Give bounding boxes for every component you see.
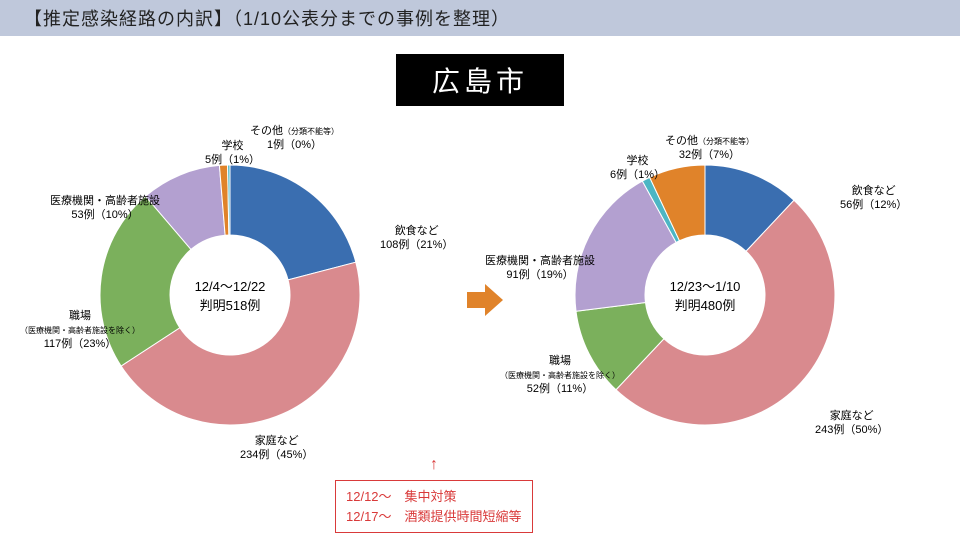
city-title: 広島市 bbox=[396, 54, 564, 106]
slice-label: 職場（医療機関・高齢者施設を除く）52例（11%） bbox=[500, 355, 620, 396]
slice-label: 家庭など234例（45%） bbox=[240, 435, 313, 463]
slice-label: 学校6例（1%） bbox=[610, 155, 665, 183]
chart2-center-line1: 12/23～1/10 bbox=[670, 276, 741, 295]
slice-label: 医療機関・高齢者施設91例（19%） bbox=[485, 255, 595, 283]
note-line2: 12/17～ 酒類提供時間短縮等 bbox=[346, 507, 522, 527]
note-line1: 12/12～ 集中対策 bbox=[346, 487, 522, 507]
chart1-center-line1: 12/4～12/22 bbox=[195, 276, 266, 295]
header-text: 【推定感染経路の内訳】（1/10公表分までの事例を整理） bbox=[24, 5, 510, 31]
donut-chart-period1: 12/4～12/22 判明518例 飲食など108例（21%）家庭など234例（… bbox=[100, 165, 360, 425]
chart1-center: 12/4～12/22 判明518例 bbox=[195, 276, 266, 314]
chart2-center-line2: 判明480例 bbox=[670, 295, 741, 314]
note-arrow-icon: ↑ bbox=[430, 456, 438, 474]
measures-note: 12/12～ 集中対策 12/17～ 酒類提供時間短縮等 bbox=[335, 480, 533, 533]
slice-label: 医療機関・高齢者施設53例（10%） bbox=[50, 195, 160, 223]
donut-slice bbox=[230, 165, 356, 280]
transition-arrow-icon bbox=[465, 280, 505, 320]
chart1-center-line2: 判明518例 bbox=[195, 295, 266, 314]
slice-label: 職場（医療機関・高齢者施設を除く）117例（23%） bbox=[20, 310, 140, 351]
slice-label: 飲食など108例（21%） bbox=[380, 225, 453, 253]
city-title-text: 広島市 bbox=[432, 66, 528, 97]
slice-label: その他（分類不能等）1例（0%） bbox=[250, 125, 339, 153]
donut-chart-period2: 12/23～1/10 判明480例 飲食など56例（12%）家庭など243例（5… bbox=[575, 165, 835, 425]
page-header: 【推定感染経路の内訳】（1/10公表分までの事例を整理） bbox=[0, 0, 960, 36]
slice-label: その他（分類不能等）32例（7%） bbox=[665, 135, 754, 163]
slice-label: 家庭など243例（50%） bbox=[815, 410, 888, 438]
chart2-center: 12/23～1/10 判明480例 bbox=[670, 276, 741, 314]
slice-label: 飲食など56例（12%） bbox=[840, 185, 907, 213]
